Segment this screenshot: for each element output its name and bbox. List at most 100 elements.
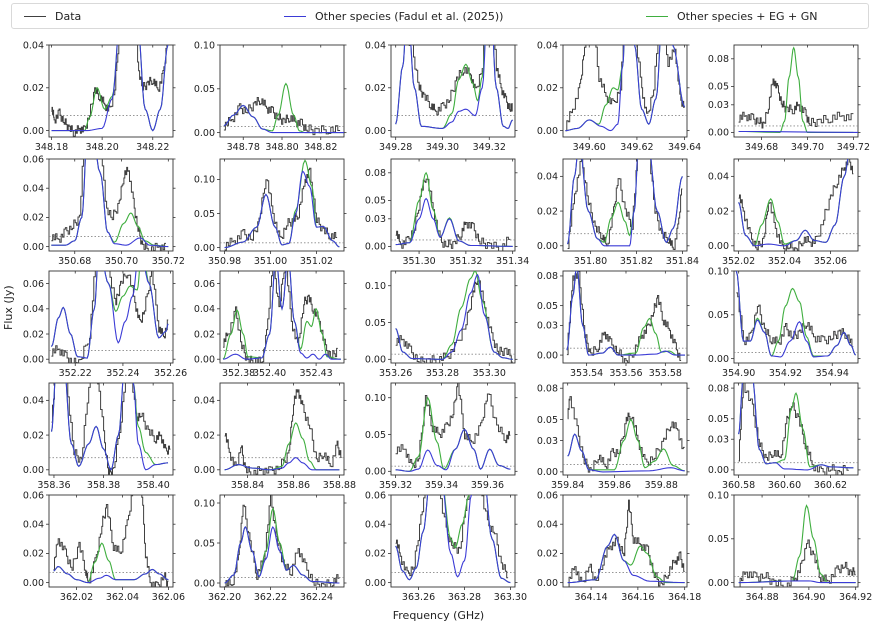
y-tick-label: 0.05 — [708, 82, 729, 93]
y-tick-label: 0.02 — [365, 549, 386, 560]
panel-15: 358.36 358.38 358.40 0.00 0.02 0.04 — [23, 382, 176, 491]
y-tick-label: 0.03 — [708, 100, 729, 111]
y-tick-label: 0.08 — [708, 383, 729, 394]
y-tick-label: 0.05 — [365, 318, 386, 329]
panel-frame — [48, 494, 174, 588]
panel-20: 362.02 362.04 362.06 0.00 0.02 0.04 0.06 — [23, 490, 185, 603]
series-other-species-line — [50, 383, 169, 471]
panel-2: 349.28 349.30 349.32 0.00 0.02 0.04 — [365, 40, 518, 153]
series-other-species-line — [395, 45, 514, 129]
x-tick-label: 359.86 — [598, 480, 631, 491]
x-tick-label: 350.68 — [58, 256, 91, 267]
series-data-line — [395, 280, 513, 363]
x-tick-label: 352.04 — [768, 256, 801, 267]
x-tick-label: 351.02 — [300, 256, 333, 267]
x-tick-label: 350.70 — [105, 256, 138, 267]
x-tick-label: 349.62 — [620, 142, 653, 153]
panel-9: 352.02 352.04 352.06 0.00 0.02 0.04 — [708, 158, 861, 267]
y-tick-label: 0.05 — [708, 310, 729, 321]
y-tick-label: 0.00 — [23, 355, 44, 366]
y-tick-label: 0.04 — [23, 396, 44, 407]
x-tick-label: 358.40 — [137, 480, 170, 491]
x-tick-label: 362.06 — [152, 592, 185, 603]
x-tick-label: 348.20 — [86, 142, 119, 153]
series-other-species-line — [50, 271, 169, 359]
y-tick-label: 0.03 — [708, 435, 729, 446]
y-tick-label: 0.06 — [365, 490, 386, 501]
panel-23: 364.14 364.16 364.18 0.00 0.02 0.04 0.06 — [537, 490, 701, 603]
y-tick-label: 0.10 — [194, 40, 215, 51]
series-data-line — [567, 499, 685, 587]
y-tick-label: 0.00 — [23, 242, 44, 253]
y-tick-label: 0.02 — [23, 549, 44, 560]
legend-item-other-species: Other species (Fadul et al. (2025)) — [284, 10, 503, 23]
x-tick-label: 359.36 — [471, 480, 504, 491]
x-tick-label: 362.20 — [208, 592, 241, 603]
y-tick-label: 0.00 — [23, 465, 44, 476]
x-tick-label: 358.84 — [231, 480, 264, 491]
x-tick-label: 352.26 — [154, 368, 187, 379]
panel-16: 358.84 358.86 358.88 0.00 0.02 0.04 — [194, 382, 356, 491]
panel-1: 348.78 348.80 348.82 0.00 0.05 0.10 — [194, 40, 347, 153]
x-tick-label: 351.80 — [574, 256, 607, 267]
x-tick-label: 364.18 — [668, 592, 701, 603]
y-tick-label: 0.10 — [708, 266, 729, 277]
y-tick-label: 0.06 — [23, 490, 44, 501]
y-tick-label: 0.03 — [365, 214, 386, 225]
y-tick-label: 0.08 — [365, 168, 386, 179]
x-tick-label: 352.40 — [253, 368, 286, 379]
x-tick-label: 354.92 — [769, 368, 802, 379]
series-other-species-line — [738, 580, 856, 584]
y-tick-label: 0.00 — [537, 578, 558, 589]
y-tick-label: 0.00 — [194, 578, 215, 589]
y-tick-label: 0.04 — [194, 396, 215, 407]
y-tick-label: 0.00 — [23, 578, 44, 589]
x-tick-label: 352.06 — [814, 256, 847, 267]
y-tick-label: 0.00 — [708, 241, 729, 252]
series-data-line — [51, 45, 169, 137]
y-tick-label: 0.02 — [23, 430, 44, 441]
x-tick-label: 353.56 — [609, 368, 642, 379]
x-tick-label: 348.18 — [35, 142, 68, 153]
series-data-line — [224, 167, 338, 251]
y-tick-label: 0.02 — [194, 329, 215, 340]
panel-21: 362.20 362.22 362.24 0.00 0.05 0.10 — [194, 494, 347, 603]
x-tick-label: 354.90 — [722, 368, 755, 379]
panel-4: 349.68 349.70 349.72 0.00 0.03 0.05 0.08 — [708, 44, 870, 153]
series-other-species-line — [223, 271, 341, 360]
y-tick-label: 0.02 — [537, 206, 558, 217]
series-other-species-line — [224, 457, 340, 471]
x-tick-label: 359.88 — [645, 480, 678, 491]
legend-swatch-other-species — [284, 16, 306, 17]
x-tick-label: 348.80 — [265, 142, 298, 153]
series-other-species-line — [738, 383, 854, 471]
x-tick-label: 349.32 — [473, 142, 506, 153]
y-tick-label: 0.00 — [194, 128, 215, 139]
y-tick-label: 0.02 — [194, 430, 215, 441]
y-tick-label: 0.05 — [537, 301, 558, 312]
y-tick-label: 0.05 — [194, 84, 215, 95]
x-tick-label: 364.16 — [621, 592, 654, 603]
x-tick-label: 353.58 — [649, 368, 682, 379]
y-tick-label: 0.02 — [23, 83, 44, 94]
y-tick-label: 0.10 — [194, 498, 215, 509]
y-tick-label: 0.02 — [708, 206, 729, 217]
panel-0: 348.18 348.20 348.22 0.00 0.02 0.04 — [23, 40, 176, 153]
x-tick-label: 364.14 — [574, 592, 607, 603]
x-tick-label: 350.98 — [208, 256, 241, 267]
y-tick-label: 0.02 — [537, 83, 558, 94]
y-tick-label: 0.10 — [194, 175, 215, 186]
legend: Data Other species (Fadul et al. (2025))… — [11, 3, 869, 29]
x-axis-label: Frequency (GHz) — [392, 609, 485, 622]
x-tick-label: 360.62 — [814, 480, 847, 491]
y-tick-label: 0.02 — [23, 329, 44, 340]
y-tick-label: 0.06 — [537, 490, 558, 501]
x-tick-label: 364.90 — [792, 592, 825, 603]
x-tick-label: 359.84 — [551, 480, 584, 491]
series-other-species-line — [567, 159, 683, 247]
x-tick-label: 349.68 — [745, 142, 778, 153]
series-other-species-line — [395, 273, 513, 360]
y-tick-label: 0.04 — [708, 172, 729, 183]
series-data-line — [51, 383, 171, 475]
